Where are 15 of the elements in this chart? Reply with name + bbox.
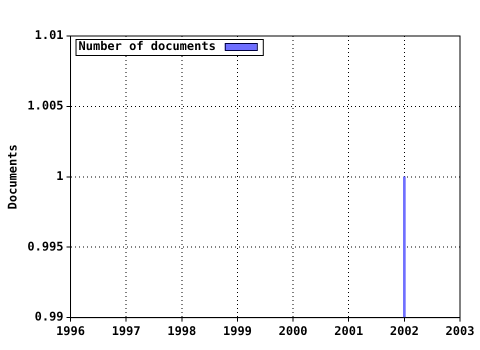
x-tick-label: 2003 — [446, 324, 474, 338]
x-tick-label: 2000 — [278, 324, 308, 338]
legend-label: Number of documents — [78, 39, 216, 54]
x-tick-label: 1996 — [56, 324, 85, 338]
y-axis-title: Documents — [5, 144, 20, 210]
x-tick-label: 1998 — [167, 324, 196, 338]
y-tick-label: 1.01 — [34, 28, 64, 42]
x-tick-label: 2001 — [334, 324, 364, 338]
x-tick-label: 1997 — [112, 324, 141, 338]
y-tick-label: 0.99 — [34, 310, 64, 324]
y-tick-label: 0.995 — [27, 239, 64, 254]
y-tick-label: 1 — [56, 168, 64, 183]
x-tick-label: 2002 — [390, 324, 419, 338]
x-tick-label: 1999 — [222, 324, 252, 338]
y-tick-label: 1.005 — [27, 98, 64, 113]
